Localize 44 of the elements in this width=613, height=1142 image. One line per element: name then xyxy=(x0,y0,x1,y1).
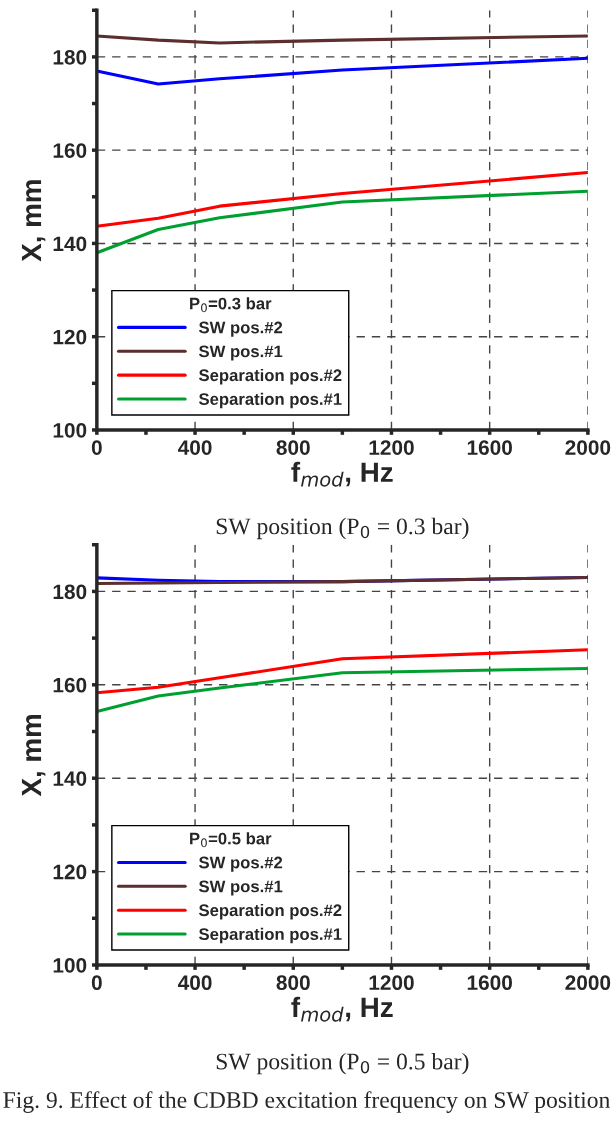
x-tick-label: 400 xyxy=(177,975,212,991)
text: SW position (P$_{0}$ = 0.5 bar) xyxy=(216,1052,469,1075)
x-tick-label: 400 xyxy=(177,440,212,455)
x-axis-title: f$_{mod}$, Hz xyxy=(291,461,393,487)
y-tick-label: 180 xyxy=(53,49,87,65)
legend-label: SW pos.#1 xyxy=(199,345,283,361)
y-tick-label: 120 xyxy=(53,329,87,345)
line-series xyxy=(96,56,588,86)
y-tick-label: 120 xyxy=(53,864,87,880)
y-tick-label: 180 xyxy=(53,584,87,600)
y-tick-label: 100 xyxy=(53,422,87,438)
y-tick-label: 100 xyxy=(53,957,87,973)
legend-label: SW pos.#1 xyxy=(199,880,283,896)
x-tick-label: 1600 xyxy=(467,440,512,455)
y-tick-label: 160 xyxy=(53,143,87,158)
legend-title: P$_{0}$=0.3 bar xyxy=(190,297,272,313)
legend-title: P$_{0}$=0.5 bar xyxy=(190,832,272,848)
x-tick-label: 1200 xyxy=(369,440,414,455)
line-series xyxy=(96,666,588,713)
legend-label: Separation pos.#1 xyxy=(199,392,342,409)
x-tick-label: 0 xyxy=(91,440,102,455)
y-tick-label: 140 xyxy=(53,236,87,252)
line-series xyxy=(96,189,588,255)
text: SW position (P$_{0}$ = 0.3 bar) xyxy=(216,517,469,540)
line-series xyxy=(96,648,588,695)
x-tick-label: 2000 xyxy=(565,440,611,455)
x-tick-label: 2000 xyxy=(565,975,611,991)
y-tick-label: 140 xyxy=(53,771,87,786)
y-axis-title: X, mm xyxy=(21,180,46,262)
x-tick-label: 0 xyxy=(91,975,102,991)
line-series xyxy=(96,171,588,228)
legend-label: Separation pos.#2 xyxy=(199,368,342,385)
legend-label: SW pos.#2 xyxy=(199,856,283,872)
caption: Fig. 9. Effect of the CDBD excitation frequency on SW position xyxy=(3,1091,610,1113)
y-tick-label: 160 xyxy=(53,677,87,693)
legend-label: SW pos.#2 xyxy=(199,321,283,337)
x-tick-label: 1200 xyxy=(369,975,414,991)
x-tick-label: 800 xyxy=(276,975,310,991)
x-tick-label: 1600 xyxy=(467,975,512,991)
x-axis-title: f$_{mod}$, Hz xyxy=(291,996,393,1022)
x-tick-label: 800 xyxy=(276,440,310,455)
y-axis-title: X, mm xyxy=(21,714,46,797)
legend-label: Separation pos.#2 xyxy=(199,903,342,920)
legend-label: Separation pos.#1 xyxy=(199,927,342,944)
